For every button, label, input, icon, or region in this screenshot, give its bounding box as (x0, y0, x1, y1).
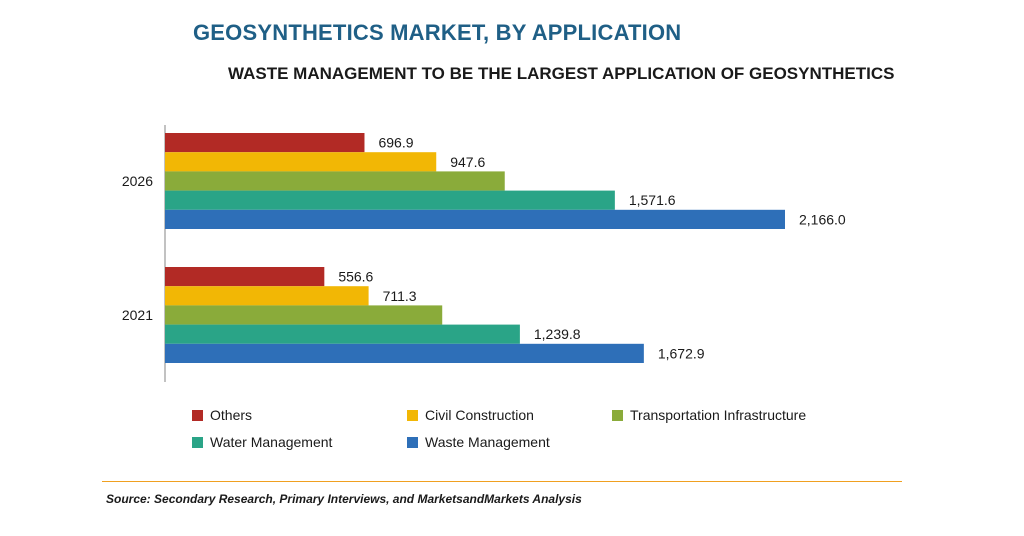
data-label-waste-management-2026: 2,166.0 (799, 211, 846, 227)
bar-waste-management-2026 (165, 209, 785, 229)
bar-civil-construction-2021 (165, 286, 369, 306)
source-note: Source: Secondary Research, Primary Inte… (106, 492, 582, 506)
footer-divider (102, 481, 902, 482)
data-label-civil-construction-2021: 711.3 (383, 288, 417, 304)
bar-others-2026 (165, 133, 365, 153)
chart-title: GEOSYNTHETICS MARKET, BY APPLICATION (193, 20, 682, 45)
data-label-waste-management-2021: 1,672.9 (658, 345, 705, 361)
chart-subtitle: WASTE MANAGEMENT TO BE THE LARGEST APPLI… (228, 64, 895, 83)
data-label-water-management-2021: 1,239.8 (534, 326, 581, 342)
bar-civil-construction-2026 (165, 152, 437, 172)
category-label-2026: 2026 (122, 173, 153, 189)
bar-transportation-infrastructure-2021 (165, 305, 443, 325)
category-label-2021: 2021 (122, 307, 153, 323)
data-label-others-2026: 696.9 (378, 135, 413, 151)
bar-water-management-2021 (165, 324, 520, 344)
bar-water-management-2026 (165, 190, 615, 210)
bar-transportation-infrastructure-2026 (165, 171, 505, 191)
data-label-others-2021: 556.6 (338, 269, 373, 285)
data-label-water-management-2026: 1,571.6 (629, 192, 676, 208)
bar-waste-management-2021 (165, 343, 644, 363)
bar-others-2021 (165, 267, 325, 287)
data-label-civil-construction-2026: 947.6 (450, 154, 485, 170)
